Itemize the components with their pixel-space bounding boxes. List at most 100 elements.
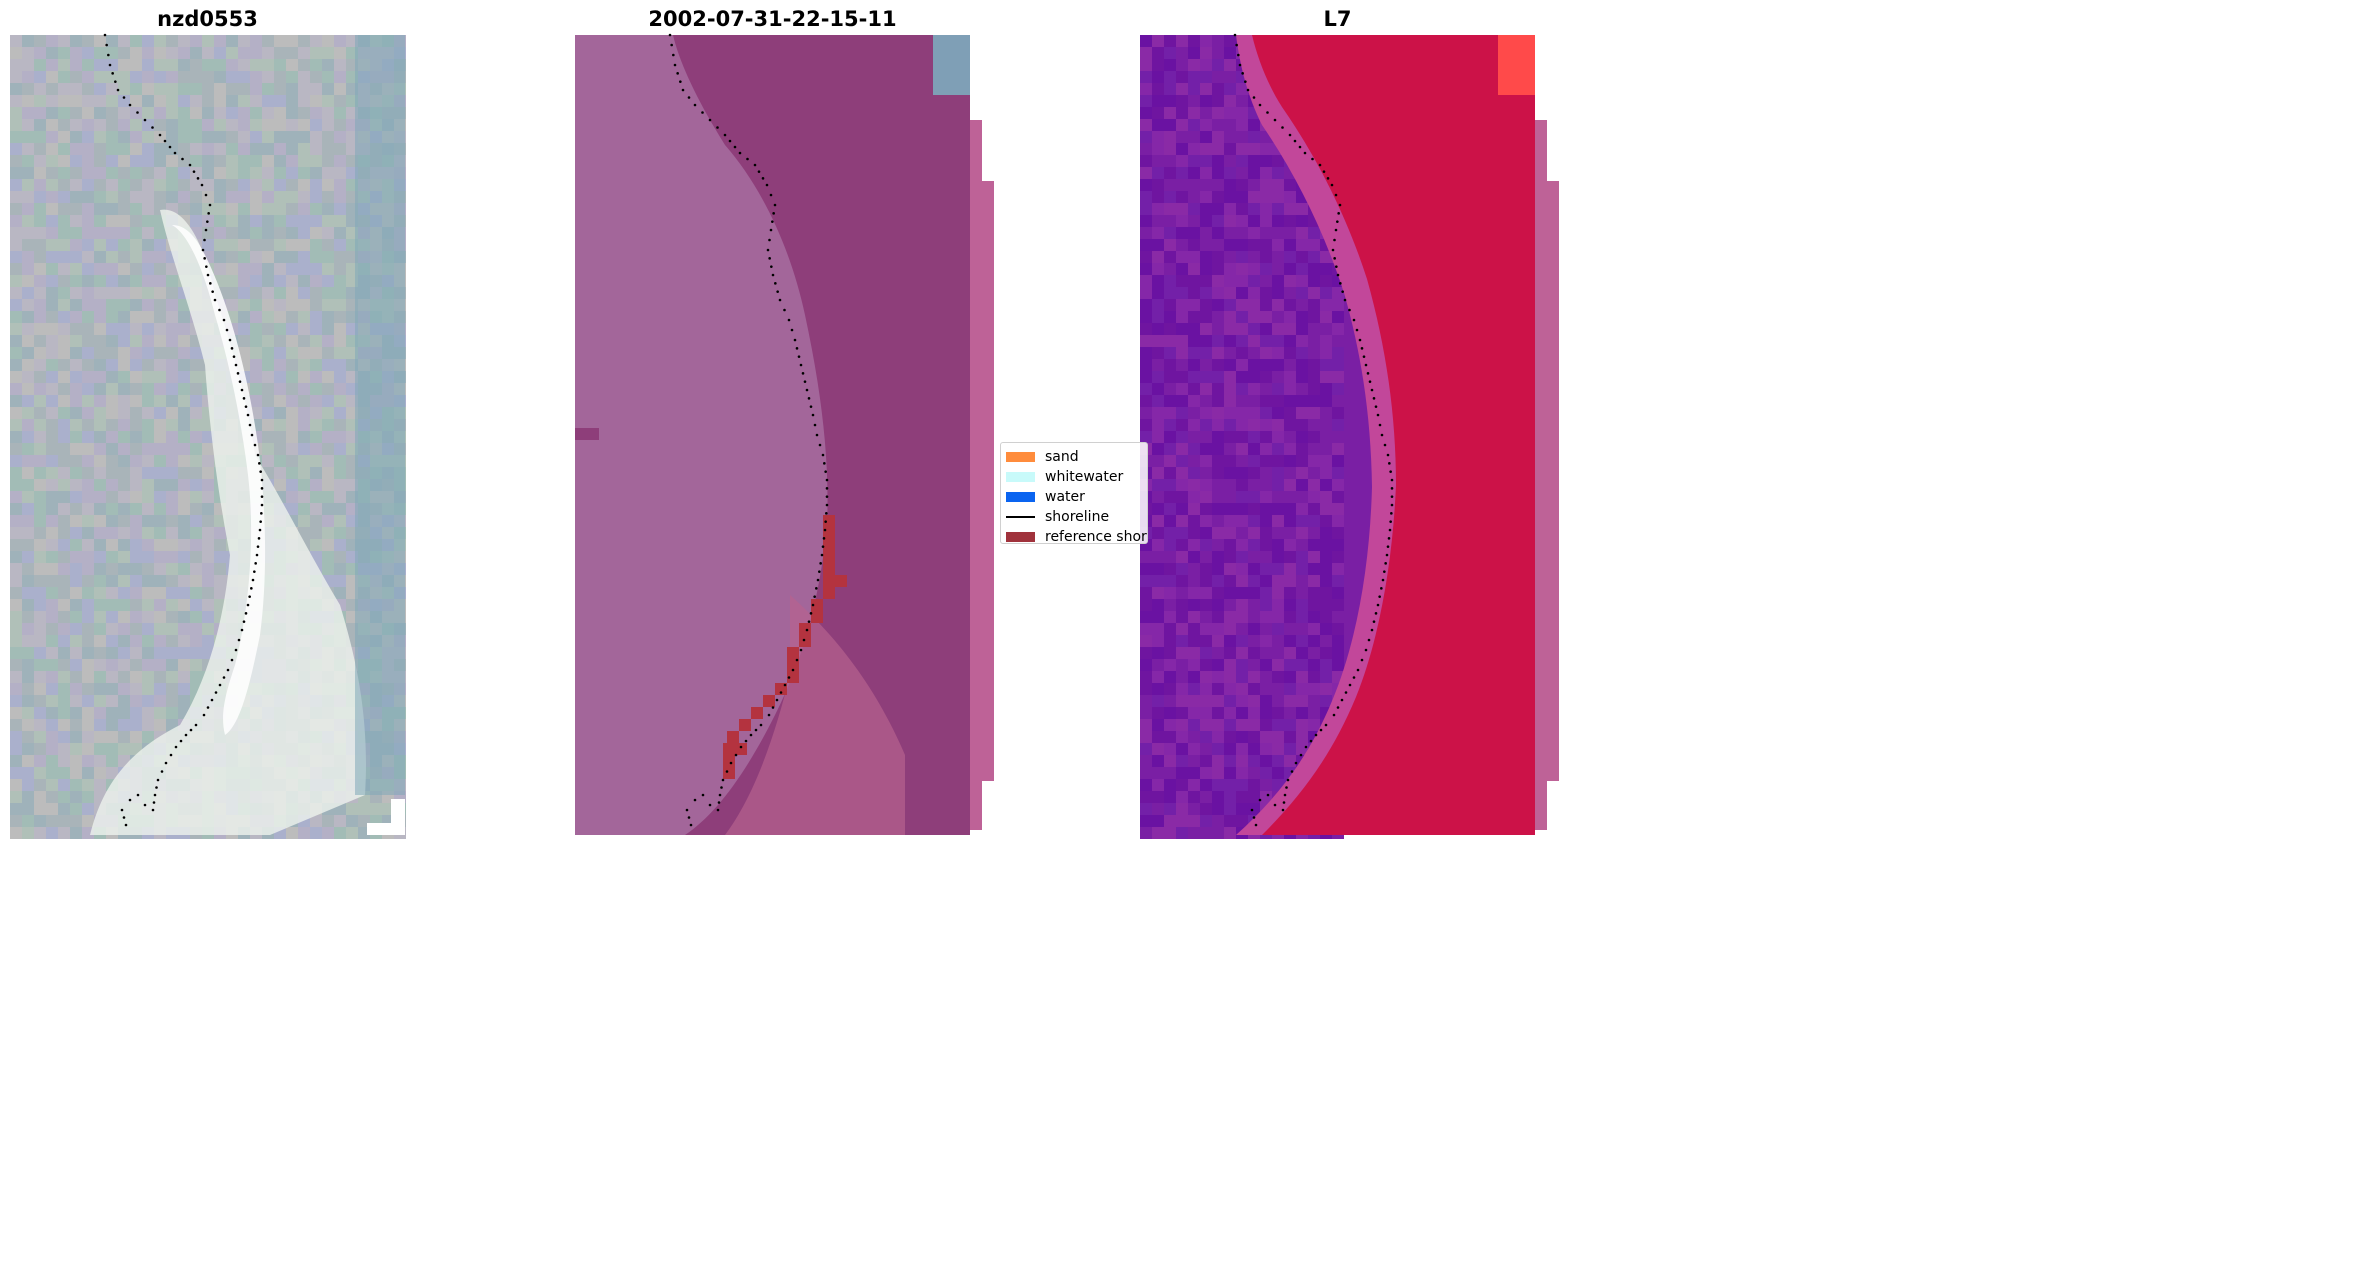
rgb-pixel: [82, 515, 94, 527]
index-pixel: [1212, 767, 1224, 779]
index-pixel: [1164, 347, 1176, 359]
index-pixel: [1332, 323, 1344, 335]
rgb-pixel: [82, 83, 94, 95]
rgb-pixel: [106, 71, 118, 83]
index-pixel: [1200, 503, 1212, 515]
index-pixel: [1284, 755, 1296, 767]
shoreline-dot: [158, 133, 162, 137]
rgb-pixel: [190, 215, 202, 227]
index-pixel: [1152, 575, 1164, 587]
rgb-pixel: [106, 683, 118, 695]
rgb-pixel: [298, 383, 310, 395]
index-pixel: [1152, 491, 1164, 503]
rgb-pixel: [130, 263, 142, 275]
index-pixel: [1152, 539, 1164, 551]
rgb-pixel: [82, 191, 94, 203]
rgb-pixel: [94, 587, 106, 599]
rgb-pixel: [10, 803, 22, 815]
shoreline-dot: [259, 520, 262, 523]
rgb-pixel: [70, 59, 82, 71]
rgb-pixel: [178, 131, 190, 143]
index-pixel: [1332, 335, 1344, 347]
index-pixel: [1320, 623, 1332, 635]
index-pixel: [1188, 119, 1200, 131]
index-pixel: [1200, 767, 1212, 779]
rgb-pixel: [154, 275, 166, 287]
index-pixel: [1212, 671, 1224, 683]
rgb-pixel: [286, 503, 298, 515]
rgb-pixel: [70, 623, 82, 635]
rgb-pixel: [46, 443, 58, 455]
rgb-pixel: [142, 419, 154, 431]
index-pixel: [1260, 767, 1272, 779]
index-pixel: [1260, 275, 1272, 287]
rgb-pixel: [142, 239, 154, 251]
index-pixel: [1200, 743, 1212, 755]
index-pixel: [1152, 683, 1164, 695]
index-pixel: [1224, 275, 1236, 287]
rgb-pixel: [286, 491, 298, 503]
shoreline-dot: [819, 562, 822, 565]
shoreline-dot: [771, 706, 775, 709]
rgb-pixel: [10, 539, 22, 551]
index-pixel: [1176, 491, 1188, 503]
index-pixel: [1188, 155, 1200, 167]
rgb-pixel: [238, 311, 250, 323]
index-pixel: [1176, 767, 1188, 779]
rgb-pixel: [298, 827, 310, 839]
rgb-pixel: [166, 683, 178, 695]
index-pixel: [1140, 323, 1152, 335]
index-pixel: [1272, 203, 1284, 215]
index-pixel: [1296, 263, 1308, 275]
rgb-pixel: [178, 635, 190, 647]
rgb-pixel: [262, 167, 274, 179]
rgb-pixel: [10, 203, 22, 215]
index-pixel: [1260, 191, 1272, 203]
rgb-pixel: [58, 467, 70, 479]
rgb-pixel: [94, 95, 106, 107]
index-pixel: [1272, 611, 1284, 623]
index-pixel: [1260, 407, 1272, 419]
rgb-pixel: [274, 335, 286, 347]
shoreline-dot: [1360, 347, 1364, 350]
rgb-pixel: [10, 755, 22, 767]
index-pixel: [1152, 95, 1164, 107]
index-pixel: [1164, 239, 1176, 251]
shoreline-dot: [155, 786, 158, 789]
index-pixel: [1224, 143, 1236, 155]
shoreline-dot: [242, 397, 246, 400]
index-pixel: [1272, 563, 1284, 575]
rgb-pixel: [34, 587, 46, 599]
rgb-pixel: [58, 455, 70, 467]
index-pixel: [1224, 251, 1236, 263]
shoreline-dot: [821, 545, 825, 548]
rgb-pixel: [322, 551, 334, 563]
rgb-pixel: [154, 191, 166, 203]
index-pixel: [1248, 803, 1260, 815]
rgb-pixel: [70, 191, 82, 203]
rgb-pixel: [10, 743, 22, 755]
rgb-pixel: [82, 767, 94, 779]
index-pixel: [1272, 155, 1284, 167]
index-pixel: [1200, 263, 1212, 275]
index-pixel: [1224, 767, 1236, 779]
rgb-pixel: [178, 371, 190, 383]
index-pixel: [1260, 491, 1272, 503]
rgb-pixel: [94, 575, 106, 587]
rgb-pixel: [22, 659, 34, 671]
rgb-pixel: [154, 395, 166, 407]
index-pixel: [1200, 611, 1212, 623]
index-pixel: [1200, 35, 1212, 47]
index-pixel: [1188, 191, 1200, 203]
shoreline-dot: [260, 495, 264, 498]
index-pixel: [1308, 299, 1320, 311]
rgb-pixel: [106, 275, 118, 287]
rgb-pixel: [202, 443, 214, 455]
rgb-pixel: [82, 587, 94, 599]
index-pixel: [1188, 803, 1200, 815]
rgb-pixel: [94, 35, 106, 47]
shoreline-dot: [1332, 713, 1336, 717]
rgb-pixel: [310, 443, 322, 455]
shoreline-dot: [749, 733, 753, 737]
index-pixel: [1140, 263, 1152, 275]
